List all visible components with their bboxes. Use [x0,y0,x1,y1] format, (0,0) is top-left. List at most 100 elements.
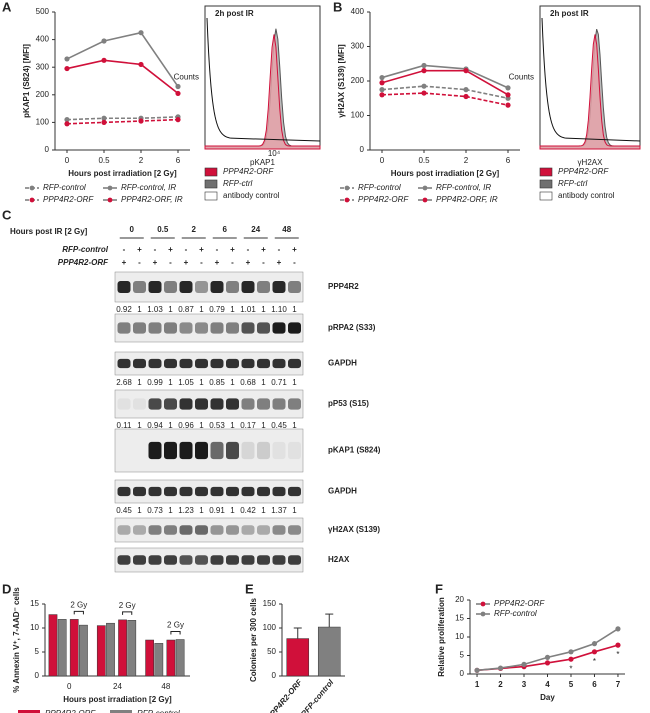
band [195,486,208,497]
quantification: 0.71 [271,378,287,387]
band [210,281,224,293]
legend-swatch [539,179,553,189]
bar [69,619,79,677]
quantification: 1 [168,305,173,314]
bracket [73,610,84,615]
legend-label: antibody control [223,191,280,200]
y-tick-label: 0 [45,145,50,154]
band [195,555,208,565]
blot-label: GAPDH [328,359,357,368]
x-tick-label: 0 [380,156,385,165]
marker [138,61,144,68]
band [272,358,286,369]
x-tick-label: 1 [475,680,480,689]
condition-sign: + [184,258,189,267]
marker [463,68,469,74]
band [210,525,224,535]
quantification: 0.45 [116,506,132,515]
blot-label: GAPDH [328,487,357,496]
marker [521,661,527,667]
band [272,398,286,410]
band [210,486,224,497]
y-tick-label: 0 [360,145,365,154]
band [148,486,162,497]
blot-label: γH2AX (S139) [328,525,380,534]
marker [379,87,385,93]
quantification: 0.45 [271,421,287,430]
condition-sign: - [169,258,172,267]
timepoint: 0 [130,225,135,234]
y-tick-label: 100 [351,111,365,120]
bar [48,614,58,677]
quantification: 1 [199,421,204,430]
band [164,281,177,293]
blot-image [114,271,304,303]
y-axis-label: Counts [509,73,534,82]
condition-sign: + [292,245,297,254]
y-tick-label: 50 [267,647,276,656]
marker [591,649,598,655]
y-tick-label: 100 [263,623,277,632]
timepoint: 24 [251,225,260,234]
band [288,281,301,293]
flow-title: 2h post IR [550,9,589,18]
x-axis-label: Day [540,693,555,702]
band [257,281,270,293]
quantification: 1 [137,305,142,314]
band [210,441,224,460]
legend-swatch [204,167,218,177]
blot-image [114,547,304,573]
y-axis-label: pKAP1 (S824) [MFI] [22,44,31,118]
marker [175,90,181,97]
blot-label: pRPA2 (S33) [328,323,376,332]
quantification: 1.23 [178,506,194,515]
quantification: 0.68 [240,378,256,387]
quantification: 1.37 [271,506,287,515]
legend-swatch [539,191,553,201]
band [195,525,208,535]
blot-image [114,313,304,343]
band [226,322,239,334]
legend-marker [29,185,35,191]
panel-label: F [435,581,443,596]
marker [101,115,107,121]
x-tick-label: 7 [616,680,621,689]
band [226,358,239,369]
band [257,486,270,497]
condition-sign: + [199,245,204,254]
legend-label: RFP-control [137,709,180,713]
marker [591,641,598,647]
band [133,442,146,459]
legend-label: RFP-control [494,609,537,618]
x-tick-label: 2 [139,156,144,165]
band [164,358,177,369]
legend-marker [344,185,350,191]
band [179,398,193,410]
y-tick-label: 10 [30,623,39,632]
marker [568,656,574,662]
legend-label: PPP4R2-ORF, IR [436,195,498,204]
y-axis-label: % Annexin V⁺, 7-AAD⁻ cells [12,587,21,693]
group-label: 2 Gy [70,600,87,609]
band [133,281,146,293]
series-line [66,118,179,125]
quantification: 1 [230,421,235,430]
y-tick-label: 100 [36,118,50,127]
marker [568,649,574,655]
x-tick-label: 24 [113,682,122,691]
band [241,441,255,460]
y-axis-label: Relative proliferation [437,597,446,677]
legend-marker [422,185,428,191]
condition-sign: - [278,245,281,254]
condition-sign: - [200,258,203,267]
x-tick-label: 2 [464,156,469,165]
band [118,442,131,459]
bar [57,619,67,677]
band [117,525,131,535]
legend-label: PPP4R2-ORF, IR [121,195,183,204]
legend-marker [29,197,35,203]
band [272,486,286,497]
blot-label: H2AX [328,555,350,564]
bar [96,625,106,677]
band [179,322,193,334]
